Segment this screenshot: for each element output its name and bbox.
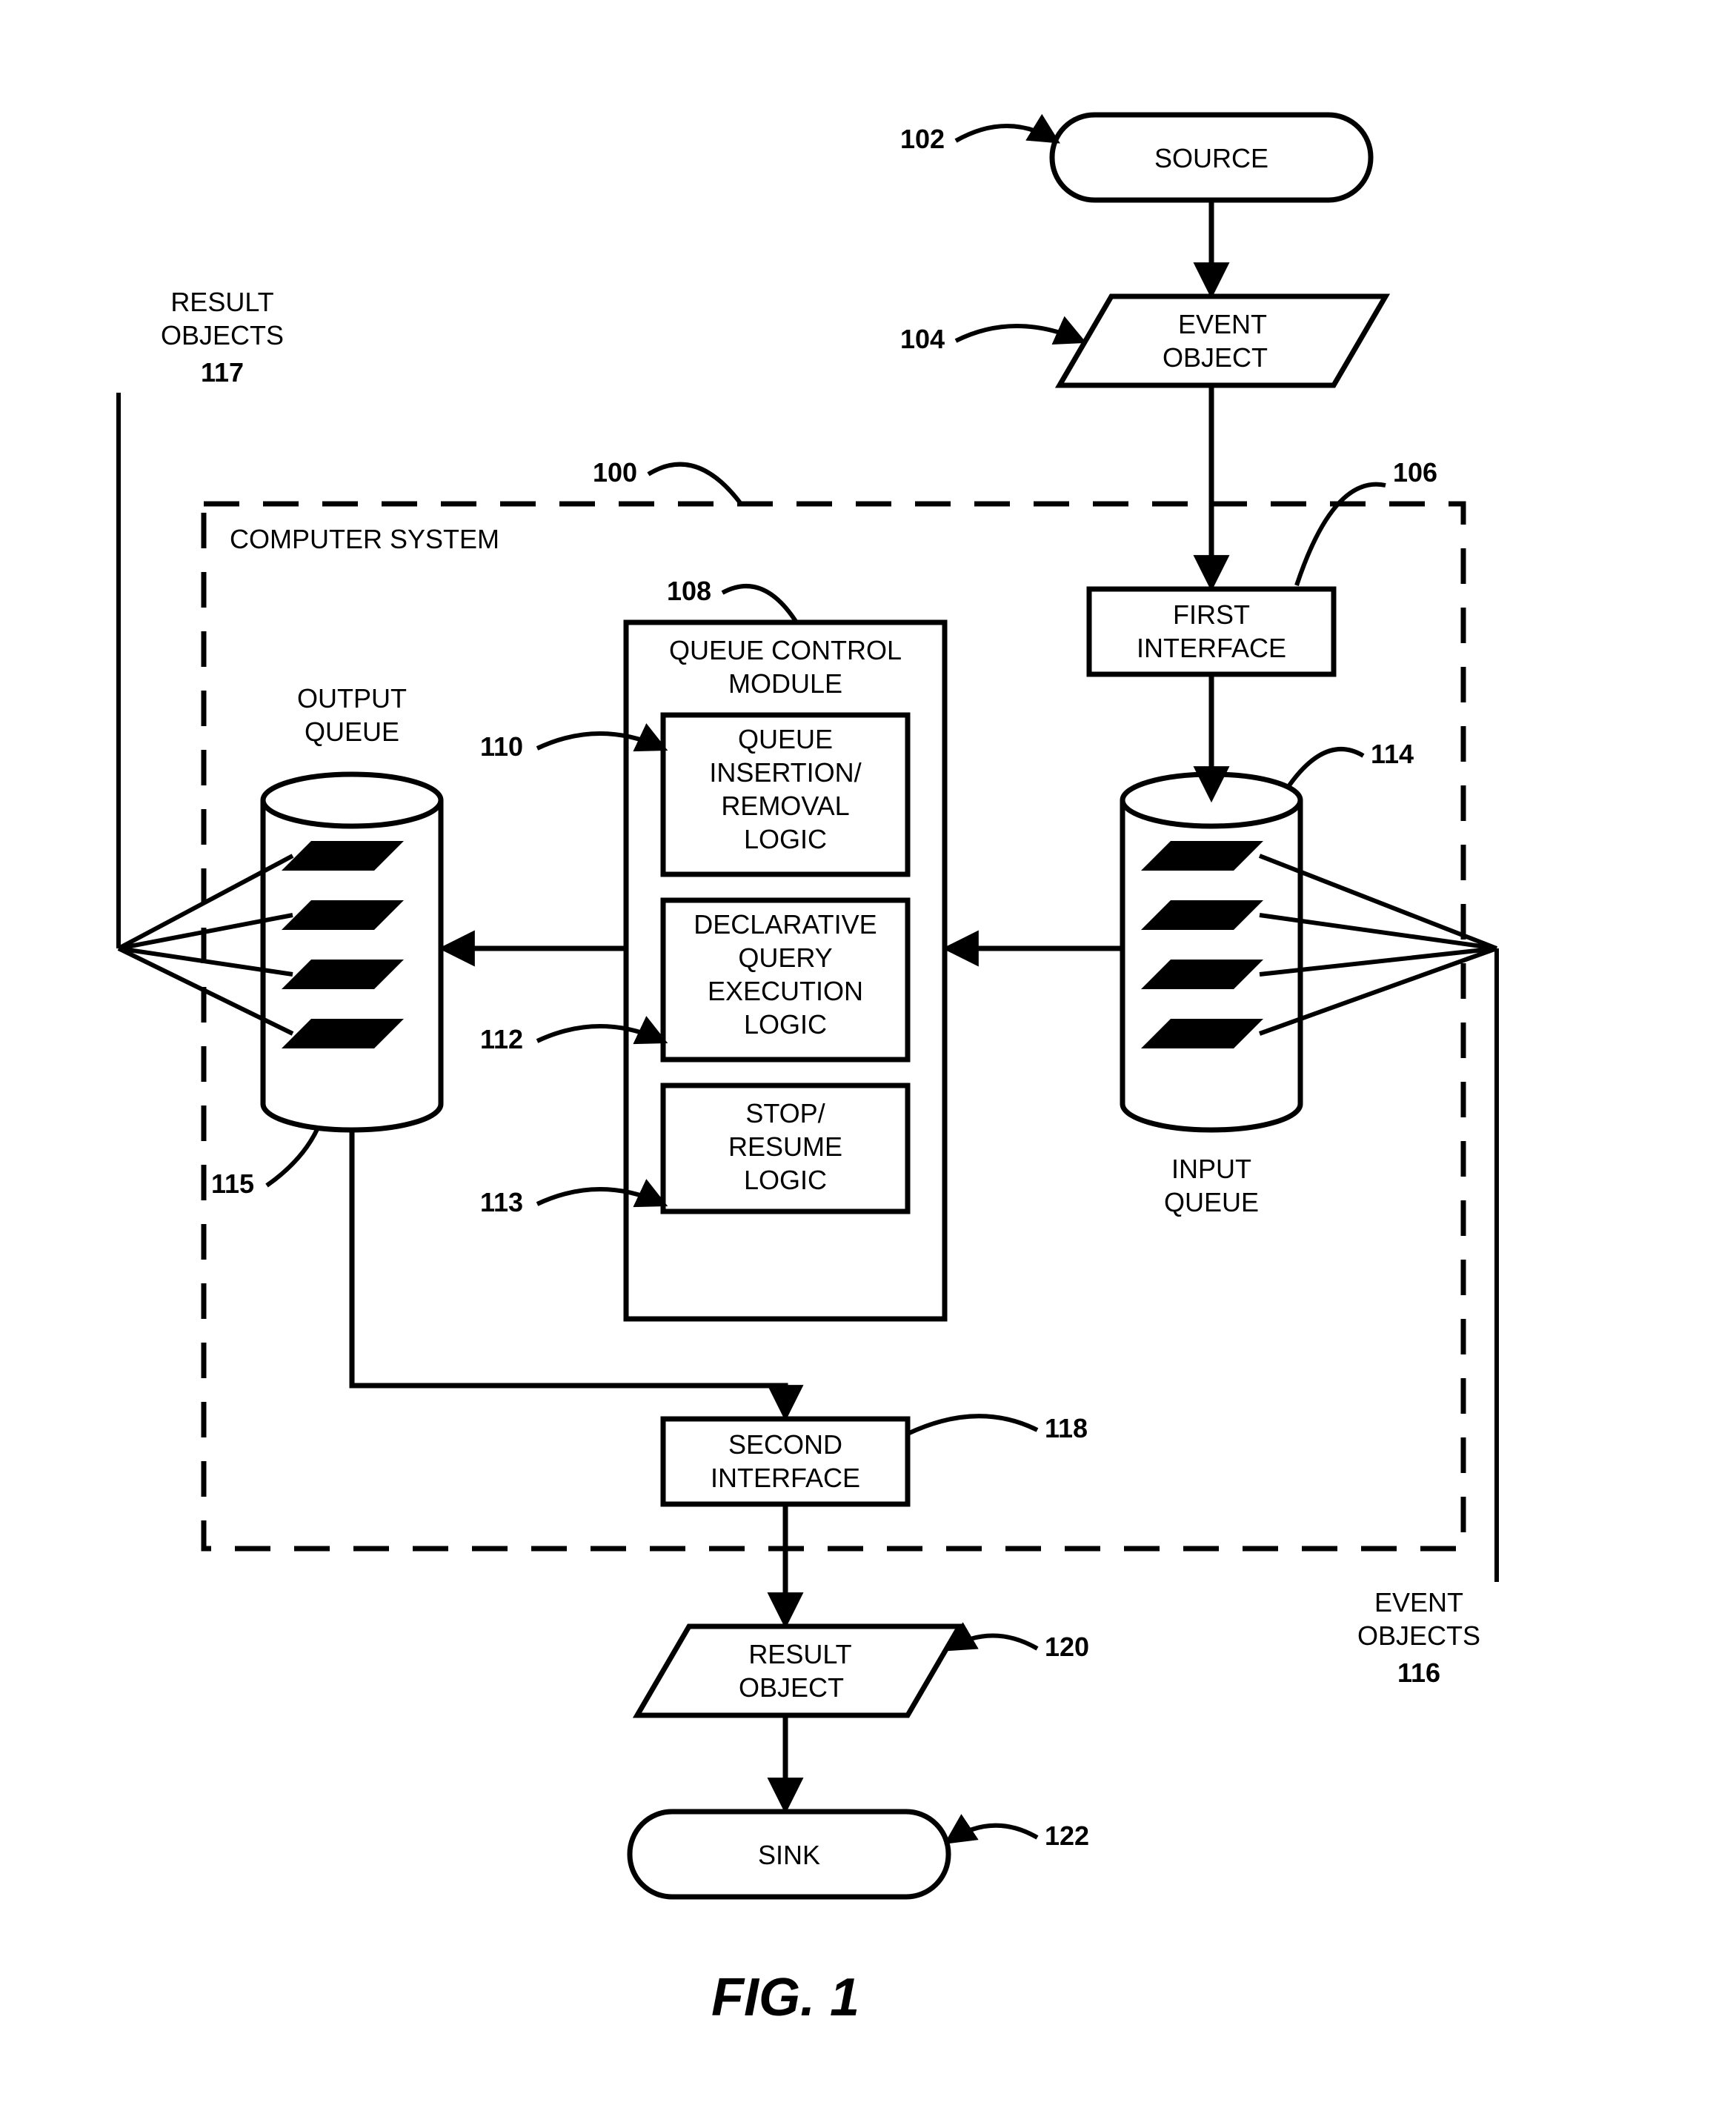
- first-interface-l2: INTERFACE: [1137, 633, 1286, 663]
- si-l1: SECOND: [728, 1429, 842, 1460]
- ref-112: 112: [480, 1024, 523, 1054]
- ref-106: 106: [1393, 457, 1437, 488]
- ref-114: 114: [1371, 739, 1414, 769]
- ref-120: 120: [1045, 1632, 1089, 1662]
- first-interface-l1: FIRST: [1173, 599, 1250, 630]
- sink-label: SINK: [758, 1840, 820, 1870]
- sr-l3: LOGIC: [744, 1165, 827, 1195]
- input-queue-node: INPUT QUEUE: [1123, 774, 1300, 1217]
- leader-104: [956, 326, 1082, 341]
- ins-l3: REMOVAL: [721, 791, 849, 821]
- dq-l2: QUERY: [738, 942, 832, 973]
- second-interface-node: SECOND INTERFACE: [663, 1419, 908, 1504]
- output-queue-node: OUTPUT QUEUE: [263, 683, 441, 1130]
- leader-118: [908, 1416, 1037, 1434]
- computer-system-label: COMPUTER SYSTEM: [230, 524, 499, 554]
- oq-l2: QUEUE: [305, 716, 399, 747]
- eo-l1: EVENT: [1374, 1587, 1463, 1617]
- dq-l3: EXECUTION: [708, 976, 863, 1006]
- leader-110: [537, 734, 663, 748]
- sr-l2: RESUME: [728, 1131, 842, 1162]
- result-l1: RESULT: [748, 1639, 851, 1669]
- figure-title: FIG. 1: [711, 1968, 859, 2027]
- sink-node: SINK: [630, 1812, 948, 1897]
- eo-l2: OBJECTS: [1357, 1620, 1480, 1651]
- figure-svg: SOURCE 102 EVENT OBJECT 104 COMPUTER SYS…: [0, 0, 1736, 2108]
- ref-108: 108: [667, 576, 711, 606]
- leader-106: [1297, 485, 1386, 585]
- arrow-output-second: [352, 1130, 785, 1415]
- ref-115: 115: [211, 1168, 254, 1199]
- leader-112: [537, 1026, 663, 1041]
- ref-113: 113: [480, 1187, 523, 1217]
- ref-100: 100: [593, 457, 637, 488]
- leader-114: [1289, 749, 1363, 785]
- ins-l2: INSERTION/: [709, 757, 861, 788]
- leader-115: [267, 1126, 319, 1186]
- event-object-l2: OBJECT: [1163, 342, 1268, 373]
- ref-122: 122: [1045, 1821, 1089, 1851]
- ins-l4: LOGIC: [744, 824, 827, 854]
- ref-118: 118: [1045, 1413, 1088, 1443]
- si-l2: INTERFACE: [711, 1463, 860, 1493]
- ref-104: 104: [900, 324, 945, 354]
- leader-113: [537, 1189, 663, 1204]
- ref-110: 110: [480, 731, 523, 762]
- leader-100: [648, 465, 741, 504]
- ref-116: 116: [1397, 1658, 1440, 1688]
- ins-l1: QUEUE: [738, 724, 833, 754]
- leader-120: [948, 1636, 1037, 1649]
- result-object-node: RESULT OBJECT: [637, 1626, 960, 1715]
- ref-117: 117: [201, 357, 244, 388]
- event-object-l1: EVENT: [1178, 309, 1267, 339]
- result-l2: OBJECT: [739, 1672, 844, 1703]
- source-node: SOURCE: [1052, 115, 1371, 200]
- first-interface-node: FIRST INTERFACE: [1089, 589, 1334, 674]
- qcm-l1: QUEUE CONTROL: [669, 635, 902, 665]
- leader-108: [722, 586, 797, 622]
- leader-122: [948, 1826, 1037, 1841]
- qcm-l2: MODULE: [728, 668, 842, 699]
- event-object-node: EVENT OBJECT: [1060, 296, 1386, 385]
- dq-l4: LOGIC: [744, 1009, 827, 1040]
- leader-102: [956, 126, 1056, 141]
- source-label: SOURCE: [1154, 143, 1268, 173]
- oq-l1: OUTPUT: [297, 683, 407, 714]
- ro-l1: RESULT: [170, 287, 273, 317]
- iq-l2: QUEUE: [1164, 1187, 1259, 1217]
- dq-l1: DECLARATIVE: [694, 909, 877, 940]
- ro-l2: OBJECTS: [161, 320, 284, 350]
- ref-102: 102: [900, 124, 945, 154]
- queue-control-node: QUEUE CONTROL MODULE QUEUE INSERTION/ RE…: [626, 622, 945, 1319]
- iq-l1: INPUT: [1171, 1154, 1251, 1184]
- sr-l1: STOP/: [745, 1098, 825, 1128]
